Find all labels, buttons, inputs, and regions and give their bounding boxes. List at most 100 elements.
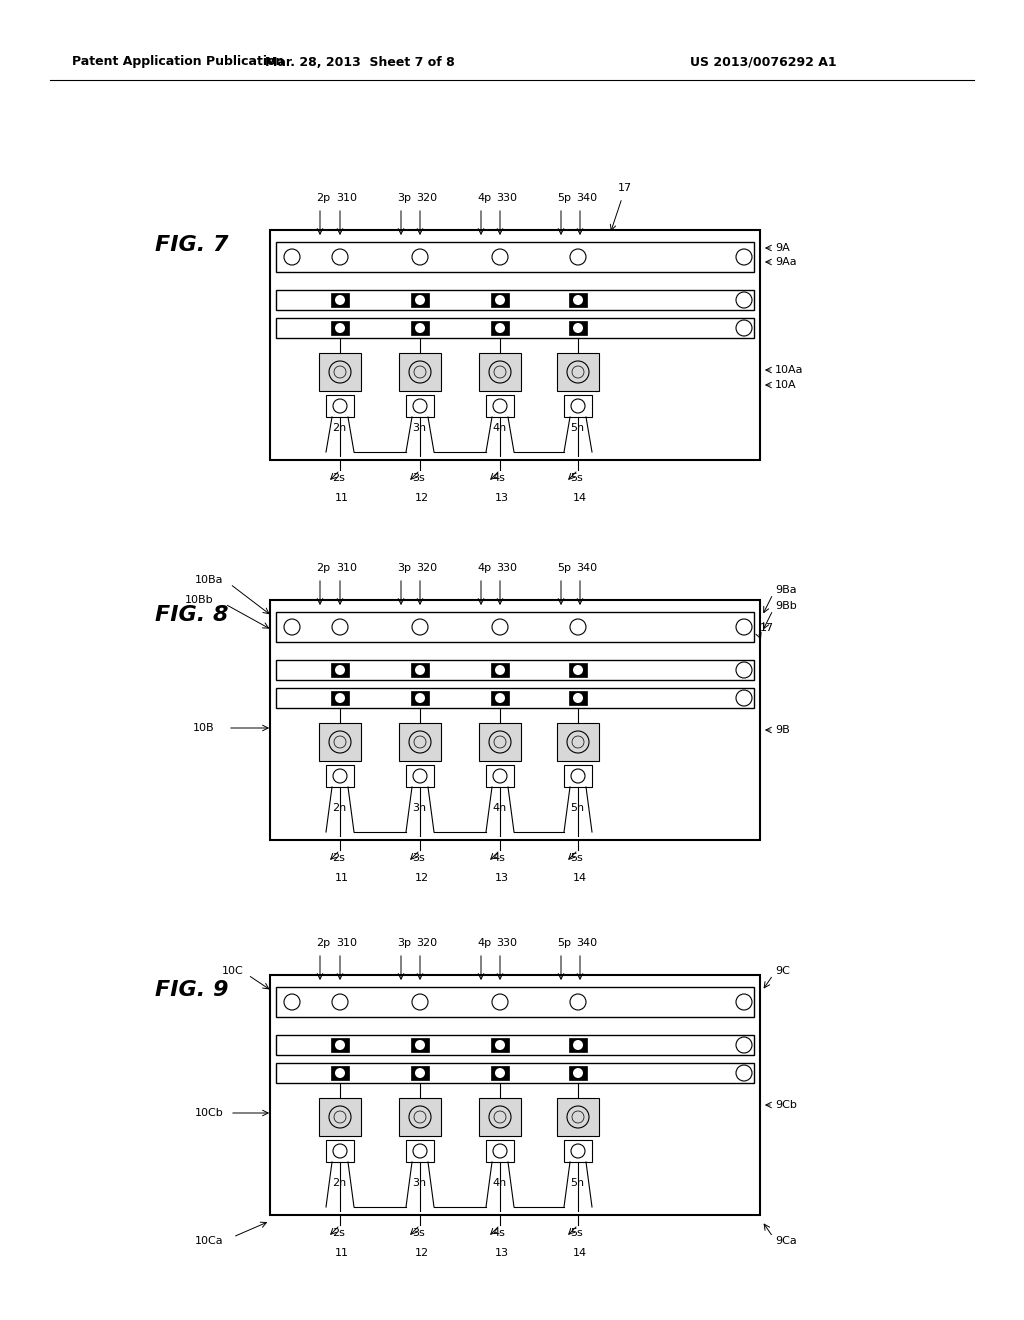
Bar — [276, 318, 754, 338]
Bar — [276, 660, 754, 680]
Bar — [479, 352, 521, 391]
Bar — [276, 612, 754, 642]
Bar — [399, 723, 441, 762]
Circle shape — [492, 619, 508, 635]
Text: 9A: 9A — [775, 243, 790, 253]
Text: 12: 12 — [415, 873, 429, 883]
Circle shape — [409, 360, 431, 383]
Circle shape — [495, 693, 505, 704]
Text: 5s: 5s — [570, 473, 583, 483]
Text: 4p: 4p — [477, 193, 492, 203]
Circle shape — [413, 399, 427, 413]
Text: 9B: 9B — [775, 725, 790, 735]
Text: 330: 330 — [496, 193, 517, 203]
Text: 14: 14 — [573, 492, 587, 503]
Bar — [486, 766, 514, 787]
Text: 13: 13 — [495, 1247, 509, 1258]
Bar — [557, 1098, 599, 1137]
Text: 5s: 5s — [570, 1228, 583, 1238]
Text: 310: 310 — [336, 939, 357, 948]
Text: 2p: 2p — [316, 193, 330, 203]
Text: 9Ba: 9Ba — [775, 585, 797, 595]
Text: 5n: 5n — [570, 1177, 584, 1188]
Circle shape — [489, 1106, 511, 1129]
Text: 4s: 4s — [492, 853, 505, 863]
Bar — [557, 352, 599, 391]
Text: 3s: 3s — [412, 1228, 425, 1238]
Bar — [569, 293, 587, 308]
Circle shape — [572, 737, 584, 748]
Text: US 2013/0076292 A1: US 2013/0076292 A1 — [690, 55, 837, 69]
Circle shape — [415, 693, 425, 704]
Circle shape — [572, 1111, 584, 1123]
Circle shape — [284, 994, 300, 1010]
Circle shape — [335, 1040, 345, 1049]
Text: 2p: 2p — [316, 939, 330, 948]
Circle shape — [414, 1111, 426, 1123]
Circle shape — [495, 1040, 505, 1049]
Circle shape — [736, 690, 752, 706]
Text: 2s: 2s — [332, 1228, 345, 1238]
Circle shape — [415, 323, 425, 333]
Text: Mar. 28, 2013  Sheet 7 of 8: Mar. 28, 2013 Sheet 7 of 8 — [265, 55, 455, 69]
Text: 340: 340 — [575, 939, 597, 948]
Text: 330: 330 — [496, 564, 517, 573]
Circle shape — [493, 399, 507, 413]
Circle shape — [736, 1038, 752, 1053]
Text: 13: 13 — [495, 873, 509, 883]
Bar — [411, 1067, 429, 1080]
Circle shape — [736, 319, 752, 337]
Text: 3s: 3s — [412, 473, 425, 483]
Text: 3n: 3n — [412, 422, 426, 433]
Bar — [411, 293, 429, 308]
Bar — [569, 690, 587, 705]
Text: 13: 13 — [495, 492, 509, 503]
Circle shape — [494, 1111, 506, 1123]
Bar — [399, 1098, 441, 1137]
Circle shape — [573, 1040, 583, 1049]
Text: FIG. 7: FIG. 7 — [155, 235, 228, 255]
Text: 310: 310 — [336, 193, 357, 203]
Circle shape — [570, 994, 586, 1010]
Circle shape — [493, 1144, 507, 1158]
Circle shape — [567, 1106, 589, 1129]
Circle shape — [736, 994, 752, 1010]
Circle shape — [284, 249, 300, 265]
Circle shape — [573, 665, 583, 675]
Text: FIG. 8: FIG. 8 — [155, 605, 228, 624]
Circle shape — [492, 994, 508, 1010]
Text: 9C: 9C — [775, 966, 790, 975]
Bar — [331, 1038, 349, 1052]
Circle shape — [415, 1068, 425, 1078]
Circle shape — [333, 770, 347, 783]
Circle shape — [333, 1144, 347, 1158]
Circle shape — [284, 619, 300, 635]
Bar — [564, 395, 592, 417]
Text: 9Aa: 9Aa — [775, 257, 797, 267]
Text: 4s: 4s — [492, 1228, 505, 1238]
Circle shape — [332, 994, 348, 1010]
Text: 4n: 4n — [492, 1177, 506, 1188]
Circle shape — [571, 1144, 585, 1158]
Text: 4p: 4p — [477, 564, 492, 573]
Circle shape — [495, 323, 505, 333]
Text: 4p: 4p — [477, 939, 492, 948]
Circle shape — [413, 770, 427, 783]
Bar — [479, 1098, 521, 1137]
Circle shape — [736, 1065, 752, 1081]
Circle shape — [736, 663, 752, 678]
Bar — [270, 975, 760, 1214]
Text: 3s: 3s — [412, 853, 425, 863]
Text: 10C: 10C — [222, 966, 244, 975]
Circle shape — [495, 1068, 505, 1078]
Bar — [479, 723, 521, 762]
Text: 12: 12 — [415, 492, 429, 503]
Text: Patent Application Publication: Patent Application Publication — [72, 55, 285, 69]
Circle shape — [571, 399, 585, 413]
Bar — [319, 723, 361, 762]
Circle shape — [335, 1068, 345, 1078]
Bar — [411, 1038, 429, 1052]
Text: 17: 17 — [618, 183, 632, 193]
Circle shape — [495, 665, 505, 675]
Text: 2s: 2s — [332, 473, 345, 483]
